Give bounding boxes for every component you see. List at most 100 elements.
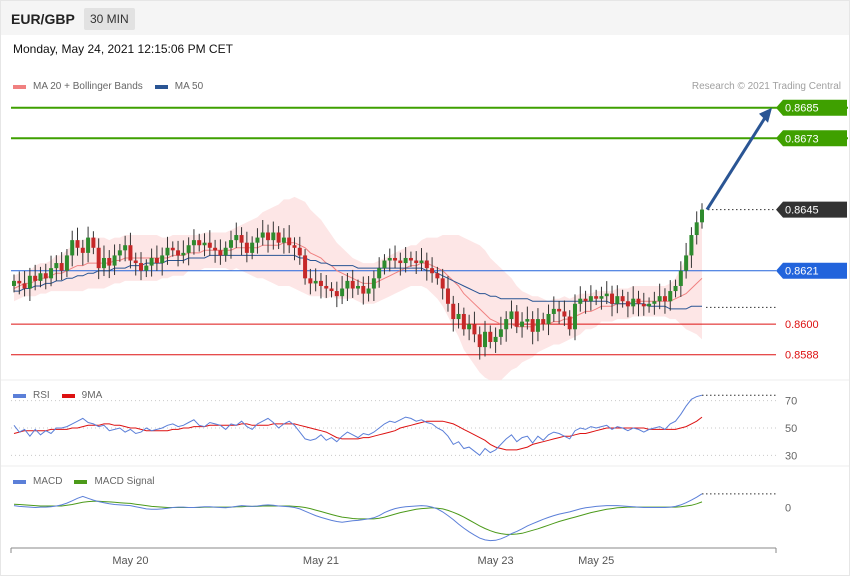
- candle-body: [165, 247, 170, 256]
- rsi-legend-swatch: [13, 393, 26, 398]
- candle-body: [239, 235, 244, 243]
- candle-body: [636, 298, 641, 304]
- candle-body: [117, 250, 122, 256]
- candle-body: [477, 334, 482, 348]
- candle-body: [652, 301, 657, 304]
- x-tick-label: May 23: [478, 555, 514, 567]
- candles: [12, 203, 704, 360]
- candle-body: [123, 245, 128, 251]
- candle-body: [329, 288, 334, 292]
- rsi-ma-line: [13, 416, 703, 451]
- candle-body: [451, 303, 456, 320]
- macd-legend-label: MACD: [33, 476, 63, 487]
- macd-line: [13, 493, 703, 542]
- candle-body: [255, 237, 260, 243]
- candle-body: [75, 240, 80, 248]
- candle-body: [387, 257, 392, 261]
- candle-body: [530, 319, 535, 332]
- candle-body: [234, 235, 239, 241]
- candle-body: [340, 288, 345, 297]
- level-label: 0.8673: [785, 133, 819, 145]
- candle-body: [445, 288, 450, 304]
- rsi-tick-label: 30: [785, 450, 797, 462]
- candle-body: [398, 260, 403, 264]
- candle-body: [700, 209, 704, 223]
- candle-body: [139, 263, 144, 271]
- candle-body: [22, 283, 27, 289]
- candle-body: [572, 303, 577, 330]
- chart-header: EUR/GBP 30 MIN: [1, 1, 849, 35]
- candle-body: [371, 278, 376, 289]
- candle-body: [281, 237, 286, 243]
- candle-body: [133, 260, 138, 264]
- candle-body: [170, 247, 175, 251]
- ma20-legend-label: MA 20 + Bollinger Bands: [33, 81, 143, 92]
- candle-body: [684, 255, 689, 271]
- candle-body: [303, 255, 308, 279]
- candle-body: [583, 298, 588, 302]
- rsi-line: [13, 394, 703, 457]
- candle-body: [324, 285, 329, 289]
- candle-body: [43, 273, 48, 279]
- candle-body: [424, 260, 429, 269]
- forecast-arrow-shaft: [705, 116, 767, 211]
- candle-body: [202, 242, 207, 246]
- candle-body: [493, 336, 498, 342]
- candle-body: [461, 313, 466, 330]
- candle-body: [218, 250, 223, 256]
- candle-body: [599, 296, 604, 299]
- candle-body: [408, 257, 413, 261]
- candle-body: [176, 250, 181, 256]
- candle-body: [647, 303, 652, 307]
- candle-body: [483, 331, 488, 348]
- candle-body: [435, 273, 440, 279]
- candle-body: [12, 280, 16, 286]
- candle-body: [287, 237, 292, 246]
- candle-body: [244, 242, 249, 253]
- candle-body: [144, 265, 149, 271]
- macd-signal-legend-swatch: [74, 479, 88, 484]
- timeframe-button[interactable]: 30 MIN: [84, 8, 135, 30]
- candle-body: [160, 255, 165, 264]
- candle-body: [197, 240, 202, 246]
- level-label: 0.8645: [785, 205, 819, 217]
- candle-body: [678, 270, 683, 286]
- level-tag: [776, 262, 847, 279]
- candle-body: [488, 331, 493, 342]
- candle-body: [361, 285, 366, 294]
- forecast-arrow-head: [759, 107, 772, 123]
- candle-body: [467, 324, 472, 330]
- candle-body: [694, 222, 699, 236]
- candle-body: [509, 311, 514, 320]
- candle-body: [276, 232, 281, 243]
- candle-body: [662, 296, 667, 302]
- candle-body: [356, 285, 360, 289]
- rsi-ma-legend-swatch: [61, 393, 75, 398]
- candle-body: [456, 313, 461, 320]
- ma50-legend-label: MA 50: [174, 81, 204, 92]
- candle-body: [191, 240, 196, 246]
- candle-body: [266, 232, 271, 241]
- candle-body: [112, 255, 117, 266]
- candle-body: [59, 263, 64, 271]
- candle-body: [668, 291, 673, 302]
- candle-body: [588, 296, 593, 302]
- candle-body: [472, 324, 477, 335]
- level-label: 0.8588: [785, 350, 819, 362]
- candle-body: [377, 268, 382, 279]
- candle-body: [657, 296, 662, 302]
- candle-body: [27, 275, 32, 289]
- level-label: 0.8600: [785, 319, 819, 331]
- candle-body: [610, 293, 615, 304]
- candle-body: [228, 240, 233, 248]
- candle-body: [91, 237, 96, 248]
- candle-body: [557, 308, 562, 312]
- candle-body: [101, 257, 106, 269]
- candle-body: [615, 296, 620, 304]
- candle-body: [308, 278, 313, 284]
- rsi-legend-label: RSI: [33, 390, 50, 401]
- candle-body: [414, 260, 419, 264]
- x-tick-label: May 25: [578, 555, 614, 567]
